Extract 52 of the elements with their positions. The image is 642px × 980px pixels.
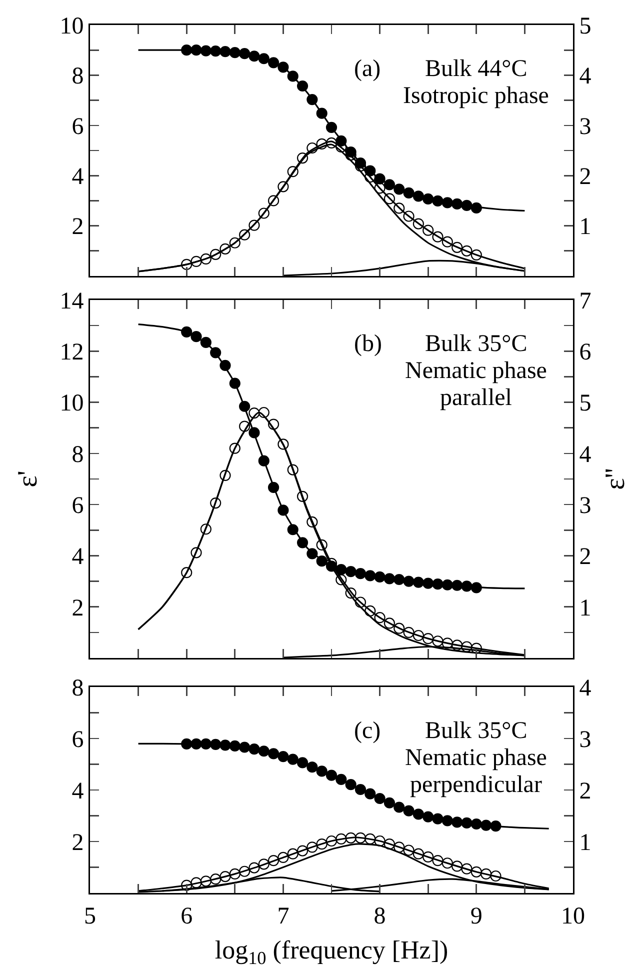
y2-tick-label: 1 xyxy=(579,595,592,622)
y2-tick-label: 3 xyxy=(579,114,592,140)
y-tick-label: 2 xyxy=(72,595,84,622)
y-tick-label: 2 xyxy=(72,214,84,240)
y2-tick-label: 4 xyxy=(579,64,592,90)
annotation: Nematic phase xyxy=(405,358,547,384)
y2-tick-label: 4 xyxy=(579,675,592,702)
y-tick-label: 2 xyxy=(72,830,84,856)
y2-axis-title: ε'' xyxy=(600,468,632,490)
y2-tick-label: 2 xyxy=(579,164,592,190)
y-tick-label: 12 xyxy=(60,340,84,366)
annotation: Bulk 35°C xyxy=(425,718,528,744)
y2-tick-label: 3 xyxy=(579,726,592,753)
y-tick-label: 10 xyxy=(60,13,84,40)
annotation: parallel xyxy=(440,385,512,411)
y-tick-label: 6 xyxy=(72,492,84,519)
y-tick-label: 10 xyxy=(60,390,84,417)
annotation: perpendicular xyxy=(410,772,542,798)
x-tick-label: 5 xyxy=(84,903,96,930)
x-tick-label: 9 xyxy=(470,903,482,930)
annotation: Bulk 44°C xyxy=(425,56,528,82)
y2-tick-label: 7 xyxy=(579,288,592,314)
y-tick-label: 6 xyxy=(72,726,84,753)
y-tick-label: 4 xyxy=(72,544,84,570)
annotation: (a) xyxy=(354,56,381,82)
y2-tick-label: 5 xyxy=(579,390,592,417)
x-axis-title: log$_{10}$ (frequency [Hz]) xyxy=(214,936,448,968)
y2-tick-label: 2 xyxy=(579,778,592,804)
annotation: Bulk 35°C xyxy=(425,331,528,357)
x-tick-label: 6 xyxy=(180,903,193,930)
y-tick-label: 8 xyxy=(72,442,84,468)
y-tick-label: 4 xyxy=(72,164,84,190)
annotation: Nematic phase xyxy=(405,745,547,771)
y2-tick-label: 5 xyxy=(579,13,592,40)
y2-tick-label: 1 xyxy=(579,214,592,240)
annotation: Isotropic phase xyxy=(403,83,549,109)
y2-tick-label: 1 xyxy=(579,830,592,856)
y-tick-label: 8 xyxy=(72,675,84,702)
y-tick-label: 8 xyxy=(72,64,84,90)
x-tick-label: 10 xyxy=(561,903,585,930)
y-tick-label: 6 xyxy=(72,114,84,140)
x-tick-label: 7 xyxy=(277,903,290,930)
annotation: (c) xyxy=(354,718,381,744)
y-tick-label: 14 xyxy=(60,288,84,314)
y2-tick-label: 3 xyxy=(579,492,592,519)
y2-tick-label: 2 xyxy=(579,544,592,570)
annotation: (b) xyxy=(354,331,382,357)
x-tick-label: 8 xyxy=(374,903,386,930)
y2-tick-label: 6 xyxy=(579,340,592,366)
y-axis-title: ε' xyxy=(12,470,44,488)
y-tick-label: 4 xyxy=(72,778,84,804)
y2-tick-label: 4 xyxy=(579,442,592,468)
